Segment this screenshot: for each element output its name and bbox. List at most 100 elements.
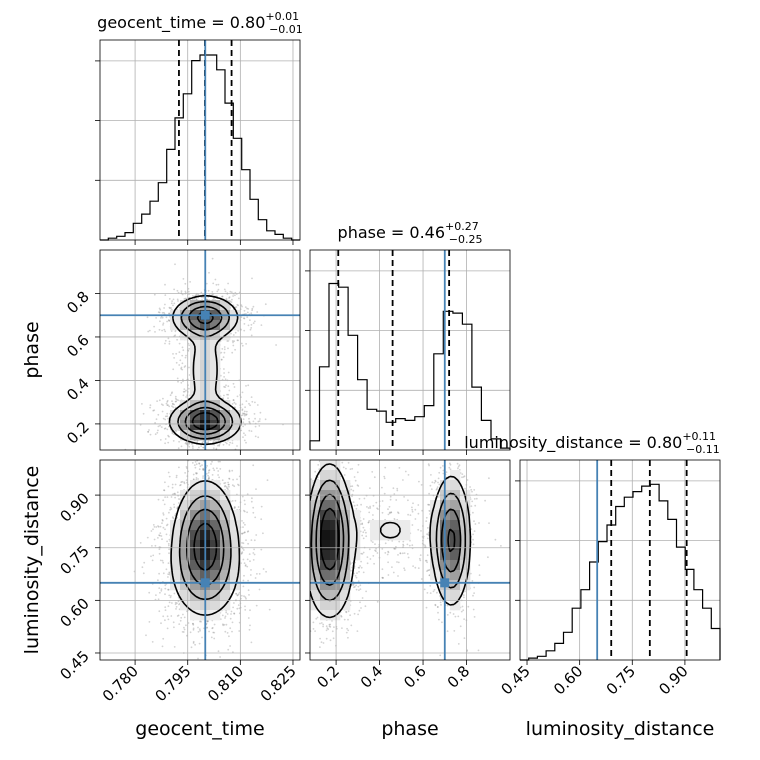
sample-point: [222, 623, 224, 626]
sample-point: [250, 569, 252, 571]
sample-point: [193, 464, 196, 466]
sample-point: [245, 410, 248, 413]
sample-point: [153, 293, 156, 296]
sample-point: [178, 466, 180, 469]
sample-point: [181, 346, 184, 349]
density-cell: [210, 370, 221, 381]
sample-point: [208, 469, 210, 472]
sample-point: [246, 311, 249, 314]
sample-point: [213, 469, 216, 472]
sample-point: [150, 555, 152, 558]
sample-point: [228, 297, 231, 299]
sample-point: [192, 478, 195, 481]
sample-point: [238, 630, 241, 632]
sample-point: [174, 601, 177, 604]
sample-point: [165, 568, 168, 571]
sample-point: [231, 469, 234, 472]
sample-point: [164, 609, 167, 612]
sample-point: [212, 631, 215, 634]
sample-point: [156, 431, 159, 434]
sample-point: [184, 282, 187, 285]
sample-point: [185, 479, 188, 481]
sample-point: [227, 347, 229, 350]
sample-point: [167, 319, 170, 321]
contour-level: [168, 295, 242, 446]
sample-point: [242, 436, 244, 438]
sample-point: [157, 498, 160, 501]
sample-point: [194, 453, 196, 455]
sample-point: [233, 340, 236, 343]
sample-point: [167, 605, 170, 608]
sample-point: [242, 532, 245, 534]
sample-point: [258, 573, 261, 575]
sample-point: [206, 465, 209, 467]
sample-point: [213, 297, 215, 300]
sample-point: [233, 485, 236, 488]
sample-point: [174, 406, 177, 409]
sample-point: [187, 290, 190, 293]
sample-point: [146, 316, 149, 319]
sample-point: [211, 627, 214, 630]
sample-point: [224, 441, 227, 444]
sample-point: [152, 409, 155, 412]
sample-point: [212, 467, 215, 470]
sample-point: [158, 572, 161, 575]
sample-point: [155, 418, 158, 421]
sample-point: [222, 624, 225, 627]
sample-point: [242, 457, 244, 459]
sample-point: [240, 316, 243, 319]
sample-point: [185, 354, 187, 357]
sample-point: [244, 605, 246, 608]
sample-point: [185, 624, 187, 627]
sample-point: [241, 443, 243, 445]
sample-point: [205, 472, 208, 475]
sample-point: [206, 626, 209, 629]
sample-point: [198, 446, 200, 449]
sample-point: [165, 517, 168, 520]
sample-point: [158, 328, 161, 331]
sample-point: [174, 603, 177, 606]
sample-point: [205, 282, 208, 285]
sample-point: [176, 506, 179, 509]
sample-point: [198, 468, 201, 471]
sample-point: [164, 415, 167, 418]
sample-point: [220, 358, 223, 361]
sample-point: [242, 418, 245, 421]
sample-point: [164, 593, 166, 596]
sample-point: [166, 615, 169, 618]
sample-point: [225, 442, 228, 445]
sample-point: [232, 295, 235, 297]
sample-point: [191, 445, 194, 448]
sample-point: [252, 305, 255, 308]
sample-point: [174, 263, 176, 266]
sample-point: [224, 378, 227, 381]
sample-point: [188, 443, 190, 445]
sample-point: [188, 347, 191, 350]
sample-point: [162, 526, 165, 529]
sample-point: [260, 518, 263, 521]
sample-point: [255, 604, 258, 607]
sample-point: [177, 456, 179, 458]
sample-point: [223, 482, 226, 485]
sample-point: [196, 472, 198, 475]
sample-point: [240, 342, 243, 345]
sample-point: [178, 440, 181, 443]
sample-point: [171, 400, 173, 403]
sample-point: [176, 615, 179, 617]
sample-point: [175, 361, 178, 364]
sample-point: [241, 532, 243, 535]
sample-point: [168, 552, 170, 555]
sample-point: [179, 484, 182, 486]
sample-point: [207, 289, 210, 292]
sample-point: [177, 502, 180, 504]
sample-point: [174, 334, 177, 337]
sample-point: [171, 405, 173, 407]
sample-point: [164, 418, 167, 421]
density-cell: [230, 410, 241, 421]
sample-point: [164, 427, 167, 430]
sample-point: [243, 323, 246, 325]
sample-point: [168, 340, 171, 343]
sample-point: [251, 309, 254, 312]
sample-point: [235, 593, 238, 595]
sample-point: [170, 392, 173, 395]
